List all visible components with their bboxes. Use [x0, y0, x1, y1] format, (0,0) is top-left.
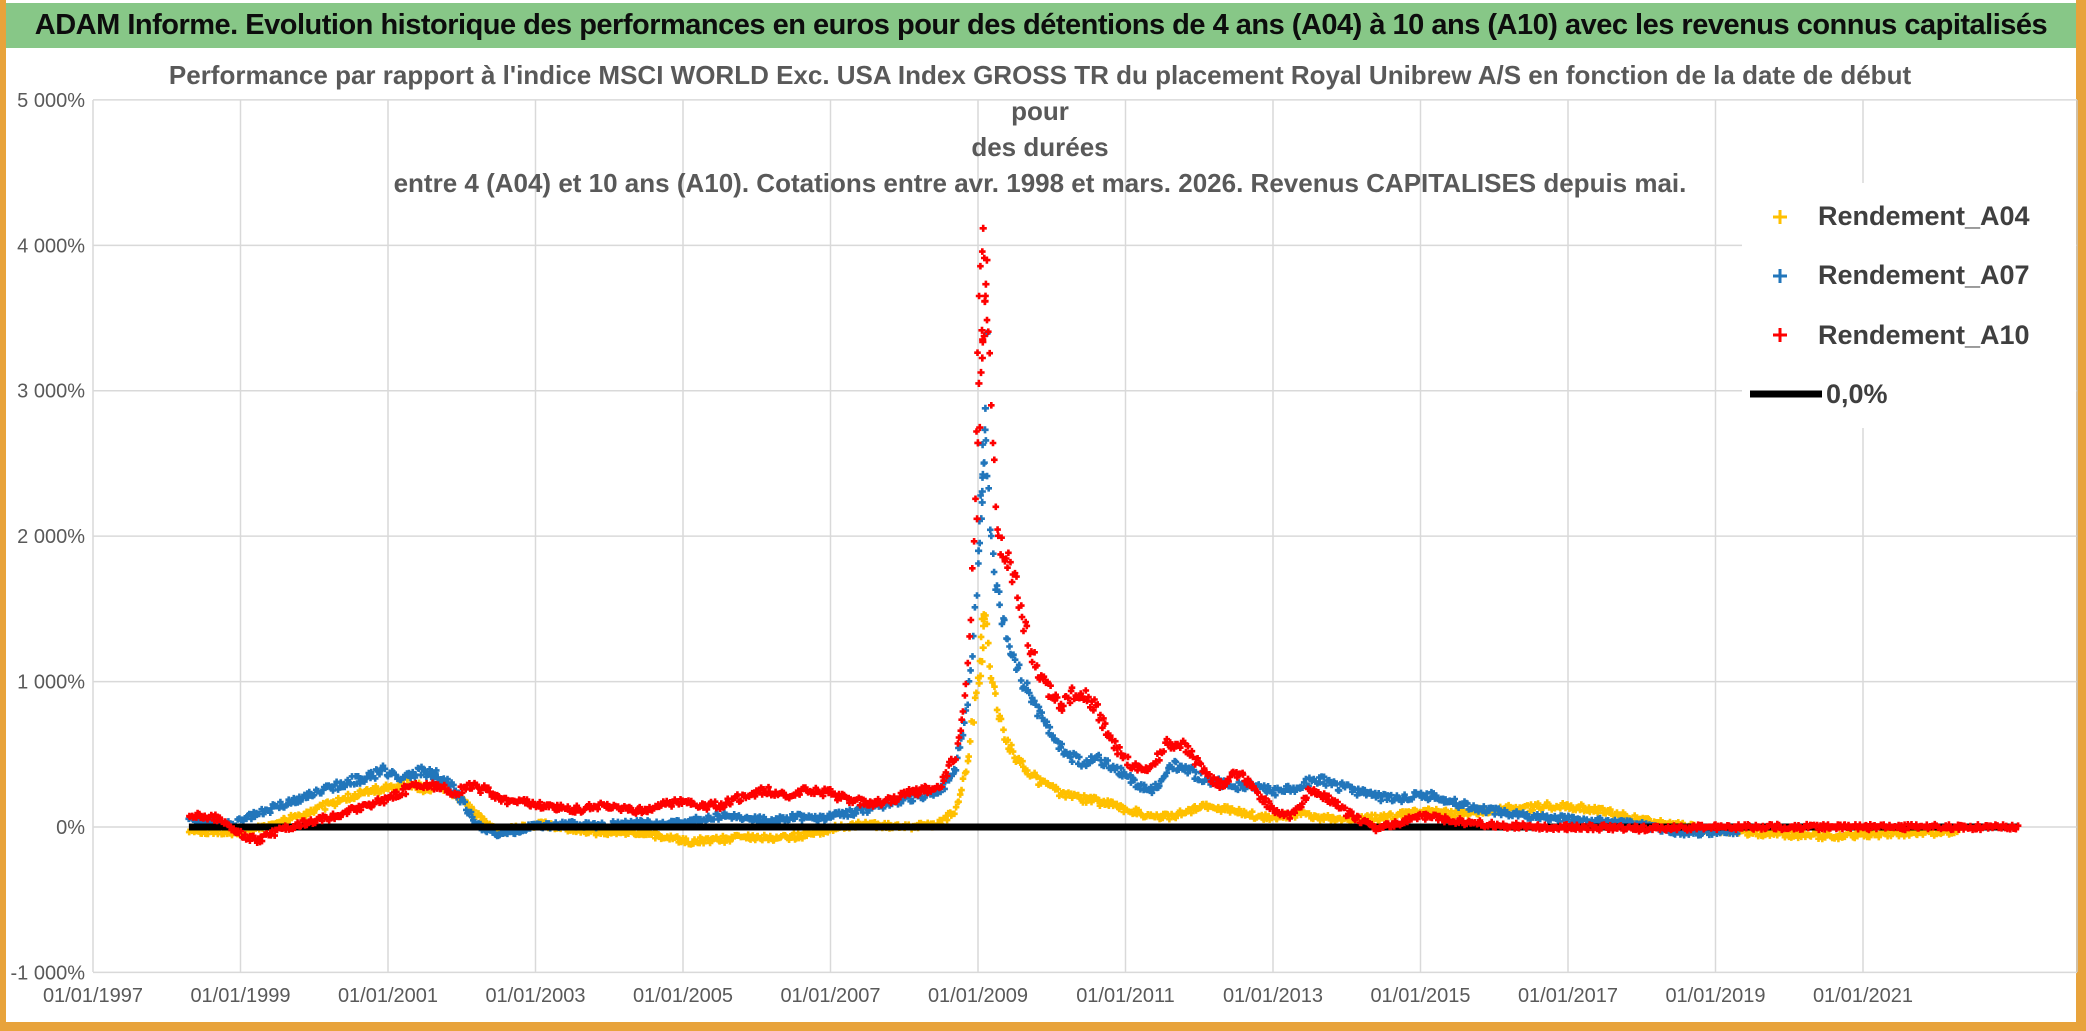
x-axis-label: 01/01/2009 [928, 985, 1028, 1007]
performance-chart[interactable]: 5 000% 4 000% 3 000% 2 000% 1 000% 0% -1 000% 0… [0, 50, 2086, 1022]
x-axis-label: 01/01/2001 [338, 985, 438, 1007]
legend-item-rendement-a10[interactable]: Rendement_A10 [1742, 308, 2076, 362]
page-border-left [0, 0, 6, 1031]
x-axis-label: 01/01/2021 [1813, 985, 1913, 1007]
legend-plus-marker-icon [1742, 207, 1818, 227]
legend-label: Rendement_A07 [1818, 260, 2030, 291]
x-axis-label: 01/01/2019 [1665, 985, 1765, 1007]
series-rendement_a04[interactable] [185, 611, 1962, 848]
y-axis-label: 4 000% [17, 235, 85, 257]
x-axis-label: 01/01/2003 [485, 985, 585, 1007]
series-rendement_a07[interactable] [185, 329, 1741, 840]
y-axis-label: 2 000% [17, 526, 85, 548]
y-axis-label: 1 000% [17, 672, 85, 694]
y-axis-label: 0% [56, 817, 85, 839]
page-border-right [2076, 0, 2086, 1031]
legend-label: Rendement_A04 [1818, 201, 2030, 232]
legend-label: 0,0% [1826, 378, 1888, 409]
header-banner: ADAM Informe. Evolution historique des p… [6, 3, 2076, 48]
page-title: ADAM Informe. Evolution historique des p… [34, 9, 2048, 41]
series-rendement_a10[interactable] [186, 224, 2022, 846]
x-axis-label: 01/01/2005 [633, 985, 733, 1007]
y-axis-label: -1 000% [11, 962, 86, 984]
x-axis-label: 01/01/1999 [190, 985, 290, 1007]
x-axis-label: 01/01/2015 [1370, 985, 1470, 1007]
legend-label: Rendement_A10 [1818, 319, 2030, 350]
x-axis-label: 01/01/2017 [1518, 985, 1618, 1007]
y-axis-labels: 5 000% 4 000% 3 000% 2 000% 1 000% 0% -1 000% [11, 90, 86, 985]
legend-line-swatch [1742, 389, 1826, 399]
legend-item-rendement-a07[interactable]: Rendement_A07 [1742, 249, 2076, 303]
x-axis-label: 01/01/2013 [1223, 985, 1323, 1007]
y-axis-label: 3 000% [17, 381, 85, 403]
x-axis-labels: 01/01/1997 01/01/1999 01/01/2001 01/01/2003… [43, 985, 1913, 1007]
legend-item-0-0-[interactable]: 0,0% [1742, 367, 2076, 421]
legend-item-rendement-a04[interactable]: Rendement_A04 [1742, 190, 2076, 244]
chart-legend: Rendement_A04 Rendement_A07 Rendement_A10 0… [1742, 183, 2076, 428]
legend-plus-marker-icon [1742, 325, 1818, 345]
page-border-bottom [0, 1022, 2086, 1031]
x-axis-label: 01/01/1997 [43, 985, 143, 1007]
y-axis-label: 5 000% [17, 90, 85, 112]
x-axis-label: 01/01/2011 [1076, 985, 1175, 1007]
legend-plus-marker-icon [1742, 266, 1818, 286]
x-axis-label: 01/01/2007 [780, 985, 880, 1007]
